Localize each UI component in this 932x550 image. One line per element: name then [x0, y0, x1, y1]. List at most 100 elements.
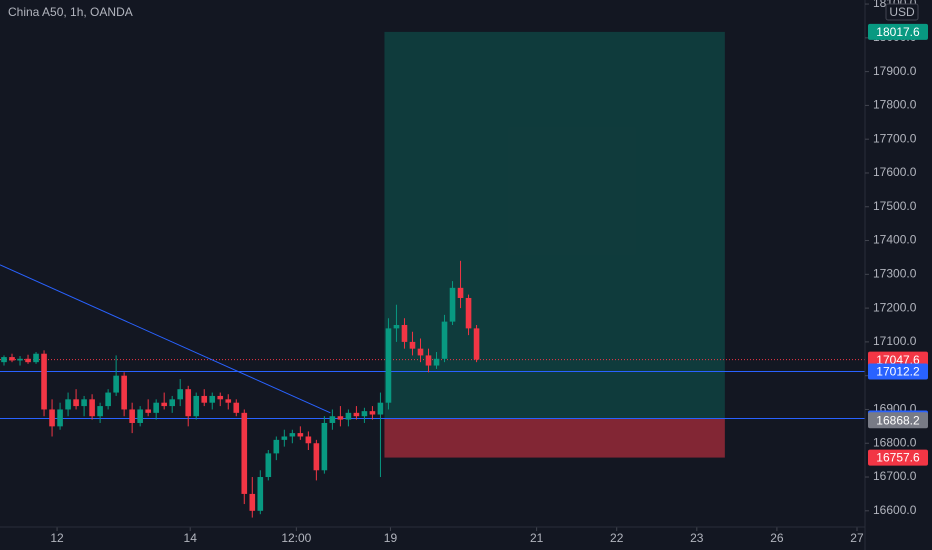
candle-body [353, 412, 360, 417]
y-tick-label: 17100.0 [873, 334, 917, 348]
y-tick-label: 16600.0 [873, 503, 917, 517]
candle-body [289, 433, 296, 437]
candle-body [305, 436, 312, 444]
candle-body [241, 412, 248, 494]
candle-body [409, 341, 416, 349]
candle-body [313, 443, 320, 471]
x-tick-label: 14 [184, 531, 198, 545]
price-badge [868, 449, 928, 466]
candle-body [457, 287, 464, 298]
candle-body [449, 287, 456, 322]
y-tick-label: 16700.0 [873, 469, 917, 483]
candle-body [137, 409, 143, 423]
candle-body [129, 409, 135, 423]
candle-body [161, 402, 167, 407]
candle-body [265, 453, 272, 478]
candle-body [209, 395, 216, 403]
candle-body [225, 399, 232, 403]
y-tick-label: 17600.0 [873, 165, 917, 179]
candle-body [249, 493, 256, 511]
currency-box[interactable] [885, 3, 919, 21]
candle-body [401, 325, 408, 342]
candle-body [425, 355, 432, 366]
candle-body [297, 433, 304, 437]
candle-body [121, 375, 127, 410]
y-tick-label: 17200.0 [873, 300, 917, 314]
candle-body [49, 409, 55, 427]
candle-body [329, 416, 336, 423]
plot-area: 12 14 12:00 19 21 22 23 26 27 [0, 31, 865, 545]
candle-body [89, 399, 95, 417]
candle-body [201, 395, 208, 403]
price-badge [868, 23, 928, 40]
candle-body [361, 411, 368, 417]
candle-body [97, 406, 103, 417]
x-tick-label: 26 [770, 531, 784, 545]
price-badge-label: 18017.6 [876, 25, 920, 39]
candle-body [273, 439, 280, 454]
x-tick-label: 12 [50, 531, 64, 545]
candle-body [57, 409, 63, 427]
price-badge-label: 17047.6 [876, 353, 920, 367]
candle-body [169, 399, 176, 407]
price-badge-label: 17012.2 [876, 365, 920, 379]
y-tick-label: 17400.0 [873, 233, 917, 247]
price-badge-label: 16868.2 [876, 413, 920, 427]
x-tick-label: 22 [610, 531, 624, 545]
candle-body [65, 399, 71, 410]
price-badge-label: 16757.6 [876, 451, 920, 465]
candle-body [193, 395, 200, 417]
candle-body [217, 395, 224, 400]
candle-body [177, 389, 184, 400]
x-tick-label: 23 [690, 531, 704, 545]
candle-body [433, 358, 440, 366]
candle-body [17, 358, 23, 361]
candle-body [393, 325, 400, 329]
candle-body [473, 328, 480, 360]
candle-body [441, 321, 448, 359]
candle-body [9, 357, 15, 361]
y-tick-label: 17500.0 [873, 199, 917, 213]
candle-body [377, 402, 384, 415]
candle-body [185, 389, 192, 417]
price-axis: 16600.016700.016800.016900.017000.017100… [865, 0, 928, 517]
trend-line [0, 264, 331, 414]
candle-body [81, 399, 87, 407]
x-tick-label: 21 [530, 531, 544, 545]
candle-body [153, 402, 159, 413]
candle-body [73, 399, 79, 407]
candle-body [33, 353, 39, 363]
candle-body [105, 392, 111, 407]
y-tick-label: 17800.0 [873, 98, 917, 112]
candle-body [1, 357, 7, 363]
y-tick-label: 16800.0 [873, 435, 917, 449]
candle-body [41, 353, 47, 410]
y-tick-label: 17700.0 [873, 131, 917, 145]
currency-label: USD [889, 5, 915, 19]
candle-body [113, 375, 119, 393]
candle-body [465, 297, 472, 329]
candle-body [257, 477, 264, 511]
candle-body [337, 416, 344, 420]
y-tick-label: 17300.0 [873, 266, 917, 280]
candle-body [145, 409, 151, 413]
chart-title: China A50, 1h, OANDA [8, 5, 133, 19]
x-tick-label: 27 [850, 531, 864, 545]
candle-body [281, 436, 288, 440]
candle-body [233, 402, 240, 413]
x-tick-label: 19 [384, 531, 398, 545]
candle-body [417, 348, 424, 356]
candle-body [385, 328, 392, 403]
stop-zone [384, 418, 725, 458]
x-tick-label: 12:00 [281, 531, 311, 545]
candle-body [345, 412, 352, 420]
profit-zone [384, 31, 725, 419]
candle-body [25, 358, 31, 363]
candle-body [369, 411, 376, 415]
candle-body [321, 422, 328, 471]
price-badge [868, 412, 928, 429]
price-badge [868, 363, 928, 380]
